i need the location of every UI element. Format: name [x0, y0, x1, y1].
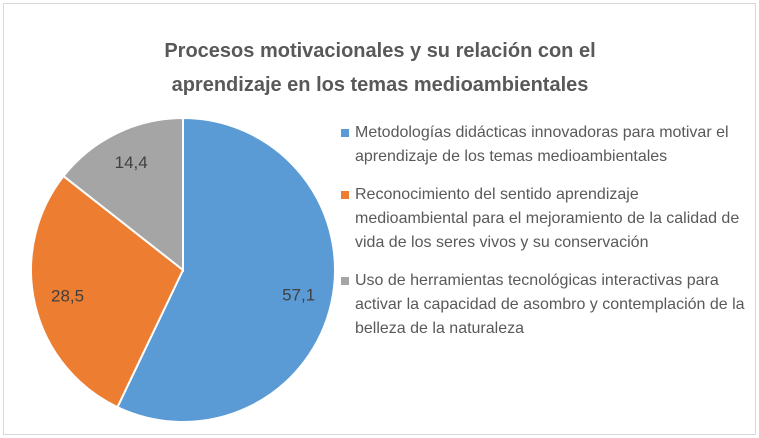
legend-label: Metodologías didácticas innovadoras para…: [355, 124, 729, 165]
legend-swatch: [341, 277, 349, 285]
legend-swatch: [341, 191, 349, 199]
legend-label: Reconocimiento del sentido aprendizaje me…: [355, 186, 739, 251]
legend-label: Uso de herramientas tecnológicas interac…: [355, 272, 745, 337]
pie-slice: [62, 116, 184, 273]
pie-slice: [116, 116, 336, 423]
pie-slice: [30, 174, 185, 409]
data-label: 28,5: [51, 286, 84, 305]
data-label: 14,4: [115, 153, 148, 172]
legend-swatch: [341, 129, 349, 137]
data-label: 57,1: [282, 286, 315, 305]
chart-title: Procesos motivacionales y su relación co…: [164, 40, 595, 96]
